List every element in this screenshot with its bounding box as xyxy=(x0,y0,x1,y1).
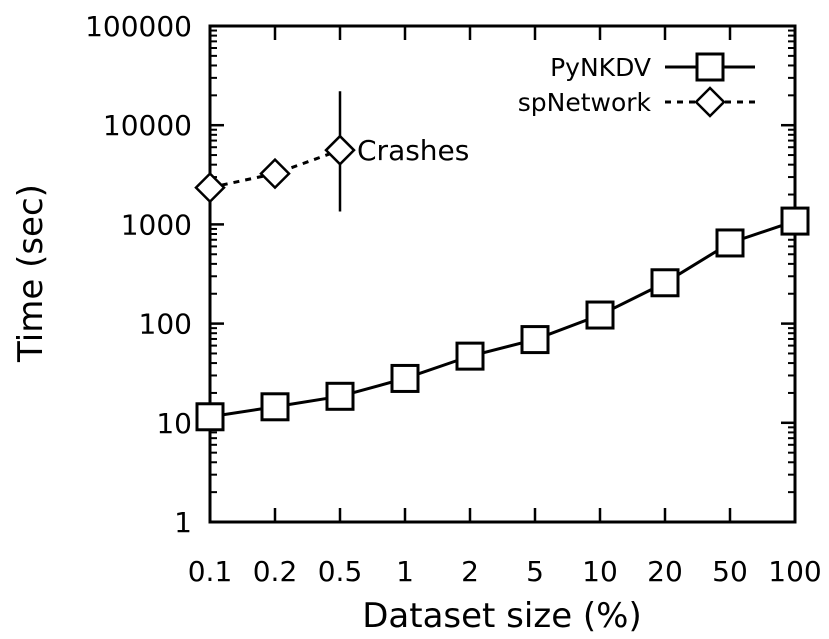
y-tick-label: 100 xyxy=(139,308,192,341)
series-line xyxy=(209,219,796,419)
x-tick-label: 0.1 xyxy=(188,555,233,588)
plot-area xyxy=(208,24,797,524)
legend-entry: PyNKDV xyxy=(550,52,755,82)
x-axis-title: Dataset size (%) xyxy=(362,596,642,636)
x-tick-label: 10 xyxy=(582,555,618,588)
y-tick-label: 1000 xyxy=(121,208,192,241)
data-point xyxy=(195,402,225,432)
x-tick-label: 100 xyxy=(768,555,821,588)
x-tick-label: 2 xyxy=(461,555,479,588)
x-tick-label: 1 xyxy=(396,555,414,588)
annotations: Crashes xyxy=(357,134,469,167)
y-tick-label: 1 xyxy=(174,506,192,539)
series-spNetwork xyxy=(194,91,356,212)
y-axis-title: Time (sec) xyxy=(11,184,51,363)
data-point xyxy=(325,381,355,411)
data-point xyxy=(455,341,485,371)
data-point xyxy=(259,157,291,190)
x-tick-label: 50 xyxy=(712,555,748,588)
data-point xyxy=(715,228,745,258)
x-tick-labels: 0.1 0.2 0.5 1 2 5 10 20 50 100 xyxy=(188,555,822,588)
x-tick-label: 5 xyxy=(526,555,544,588)
plot-frame xyxy=(208,24,797,524)
data-point xyxy=(324,134,356,166)
x-tick-label: 0.2 xyxy=(253,555,298,588)
legend-marker xyxy=(694,86,726,118)
y-tick-label: 10000 xyxy=(103,109,192,142)
data-point xyxy=(194,171,226,204)
series-line xyxy=(209,148,341,190)
legend-entry: spNetwork xyxy=(518,86,755,118)
data-point xyxy=(520,325,550,355)
data-point xyxy=(260,392,290,422)
legend-marker xyxy=(695,52,725,82)
annotation-crashes: Crashes xyxy=(357,134,469,167)
data-point xyxy=(390,363,420,393)
x-tick-label: 0.5 xyxy=(318,555,363,588)
data-point xyxy=(585,300,615,330)
series-PyNKDV xyxy=(195,206,810,432)
series-layer xyxy=(194,91,810,432)
legend: PyNKDV spNetwork xyxy=(518,52,755,118)
y-tick-labels: 1 10 100 1000 10000 100000 xyxy=(85,10,192,539)
legend-label: PyNKDV xyxy=(550,53,651,82)
y-tick-label: 10 xyxy=(156,407,192,440)
x-tick-label: 20 xyxy=(647,555,683,588)
data-point xyxy=(780,206,810,236)
data-point xyxy=(650,268,680,298)
legend-label: spNetwork xyxy=(518,88,652,117)
y-tick-label: 100000 xyxy=(85,10,192,43)
